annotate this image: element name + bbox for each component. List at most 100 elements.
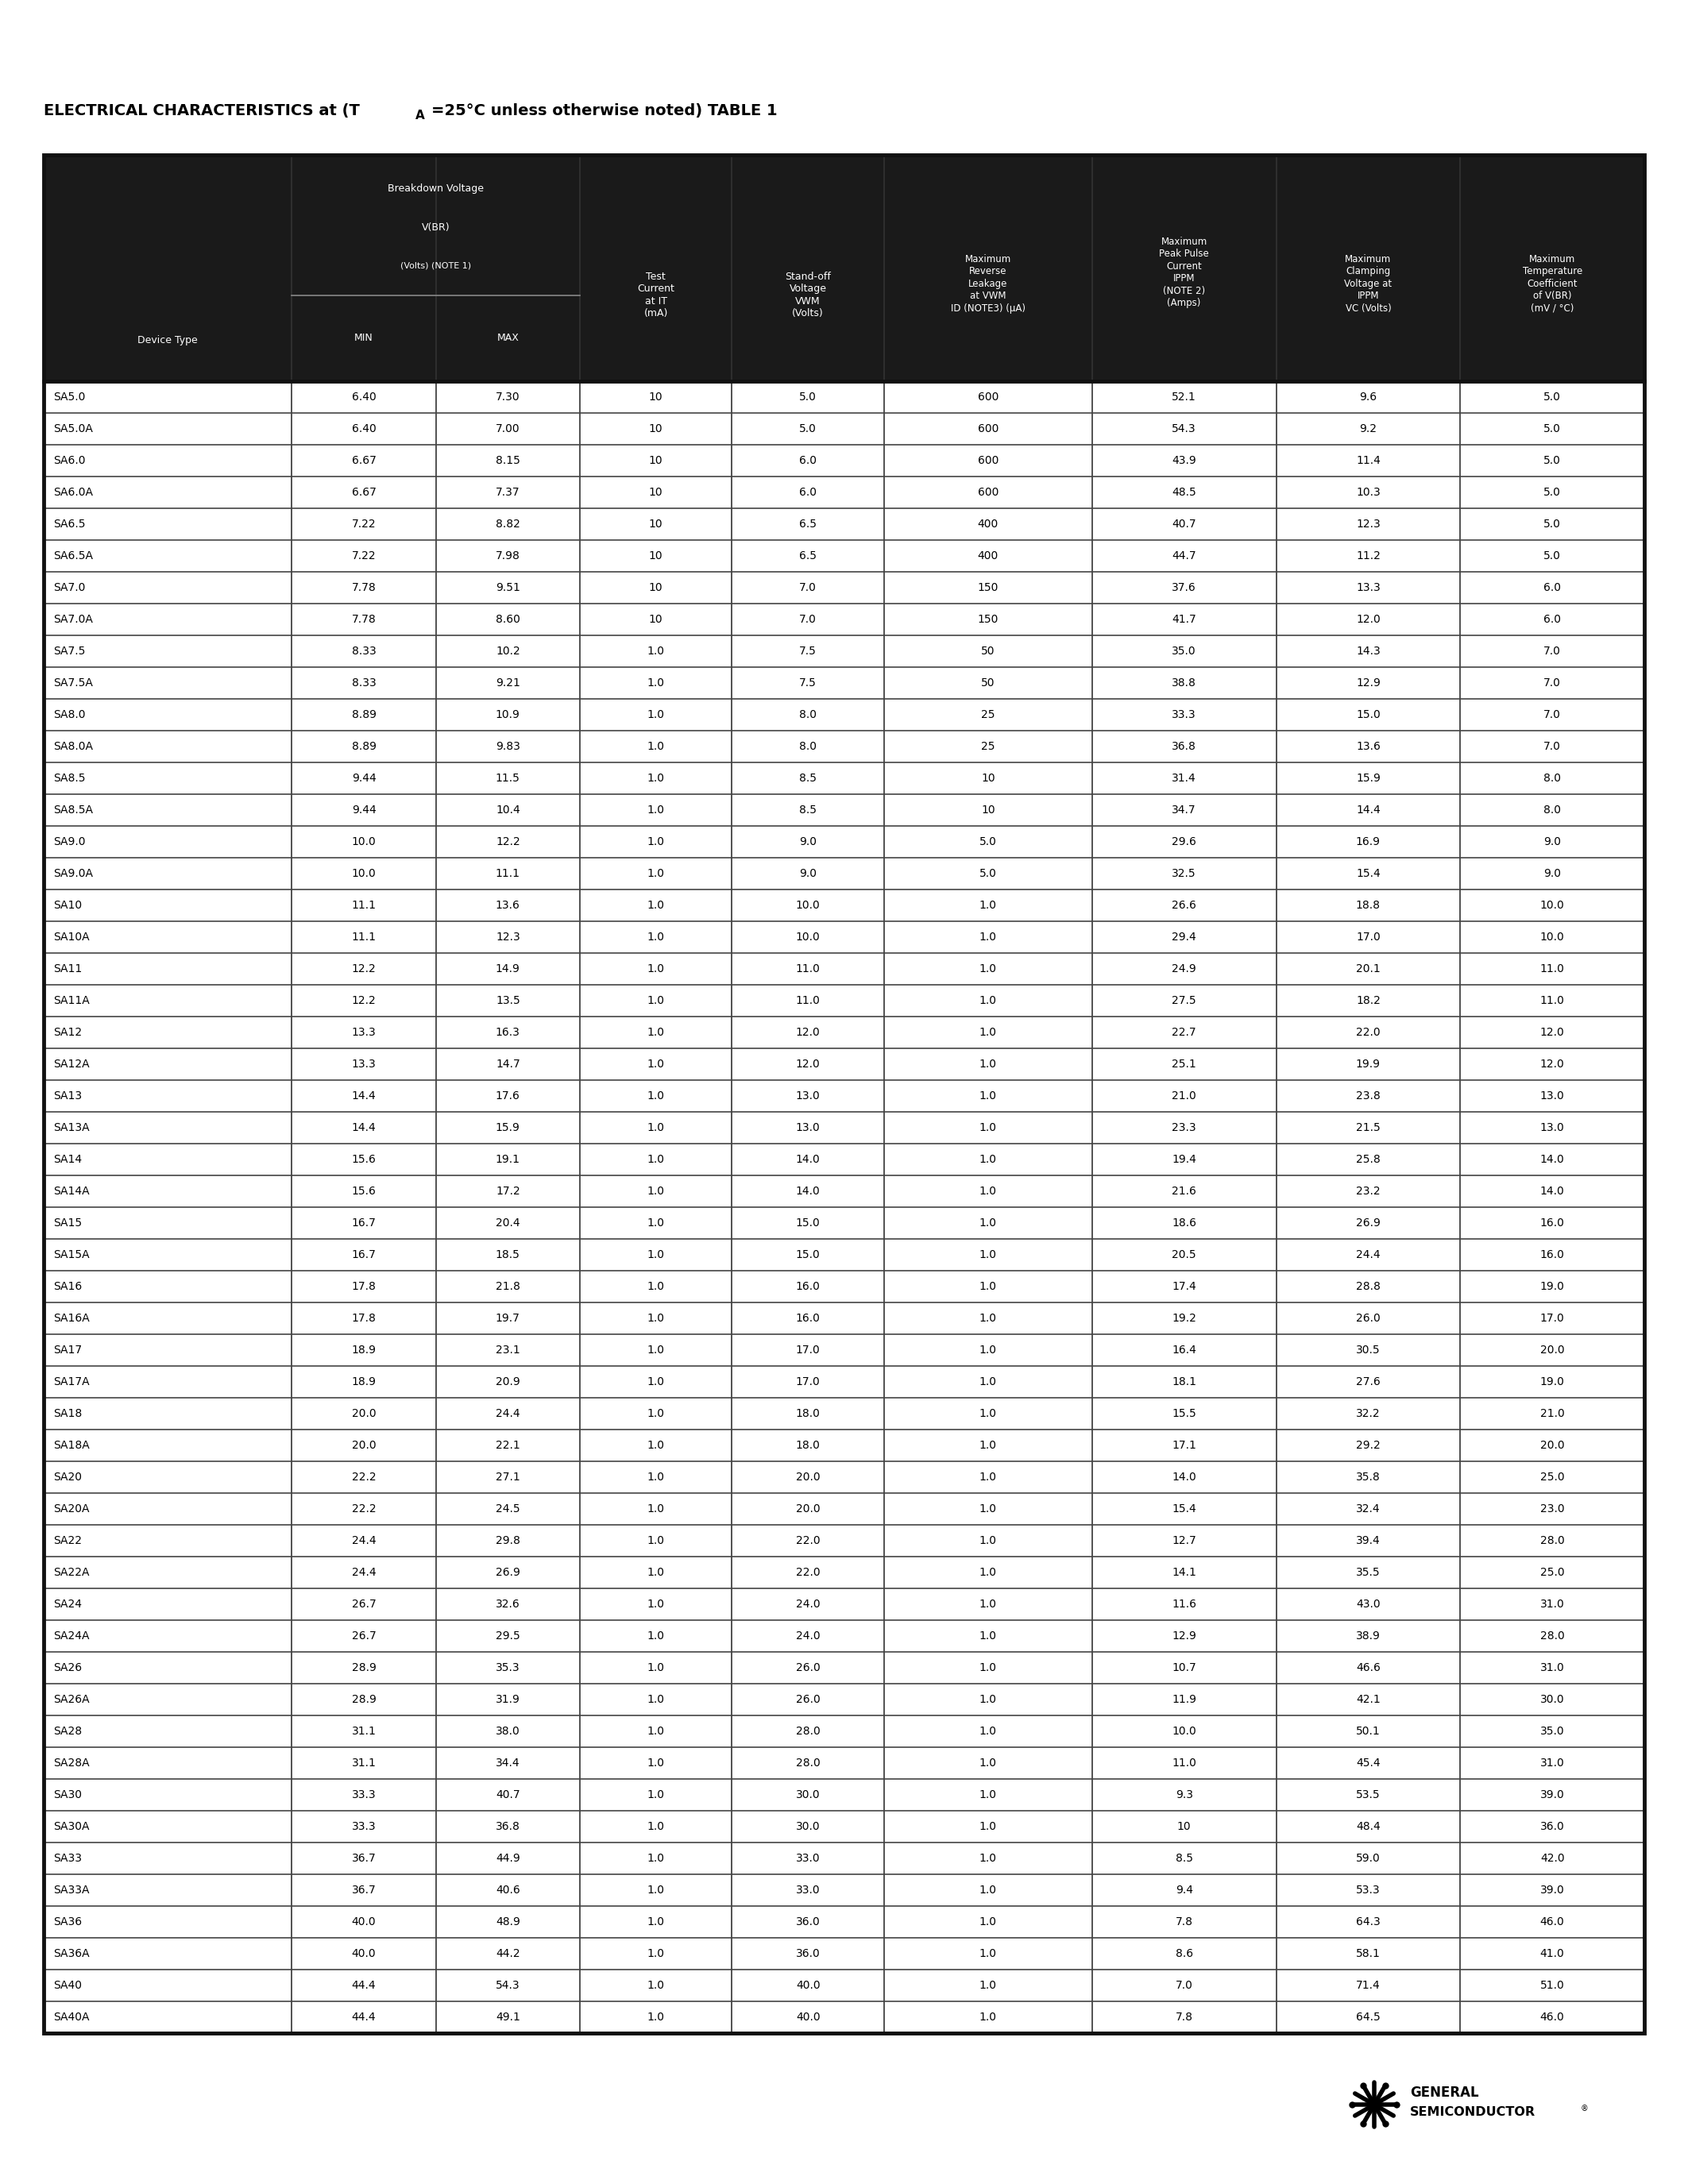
Text: 6.40: 6.40 <box>351 391 376 402</box>
Text: 28.9: 28.9 <box>351 1662 376 1673</box>
Text: 12.2: 12.2 <box>496 836 520 847</box>
Text: 1.0: 1.0 <box>979 1695 998 1706</box>
Text: ELECTRICAL CHARACTERISTICS at (T: ELECTRICAL CHARACTERISTICS at (T <box>44 103 360 118</box>
Text: 8.82: 8.82 <box>496 518 520 531</box>
Text: SA8.0A: SA8.0A <box>54 740 93 751</box>
Text: 1.0: 1.0 <box>647 1981 665 1992</box>
Text: 19.2: 19.2 <box>1171 1313 1197 1324</box>
Text: 12.0: 12.0 <box>1539 1026 1565 1037</box>
Text: 1.0: 1.0 <box>979 1313 998 1324</box>
Text: 14.4: 14.4 <box>351 1123 376 1133</box>
Text: 64.3: 64.3 <box>1355 1915 1381 1928</box>
Text: SA22: SA22 <box>54 1535 81 1546</box>
Text: 7.0: 7.0 <box>800 583 817 594</box>
Text: 23.2: 23.2 <box>1355 1186 1381 1197</box>
Text: 24.5: 24.5 <box>496 1503 520 1514</box>
Text: 31.0: 31.0 <box>1539 1662 1565 1673</box>
Text: 21.0: 21.0 <box>1171 1090 1197 1101</box>
Text: SA36A: SA36A <box>54 1948 89 1959</box>
Text: 11.1: 11.1 <box>496 867 520 880</box>
Text: 9.51: 9.51 <box>496 583 520 594</box>
Text: 12.7: 12.7 <box>1171 1535 1197 1546</box>
Text: 42.1: 42.1 <box>1355 1695 1381 1706</box>
Text: 17.0: 17.0 <box>795 1376 820 1387</box>
Text: 53.3: 53.3 <box>1355 1885 1381 1896</box>
Text: 64.5: 64.5 <box>1355 2011 1381 2022</box>
Text: SA6.0A: SA6.0A <box>54 487 93 498</box>
Text: 10.9: 10.9 <box>496 710 520 721</box>
Text: 8.5: 8.5 <box>1175 1852 1193 1863</box>
Text: 40.0: 40.0 <box>795 2011 820 2022</box>
Text: 1.0: 1.0 <box>647 836 665 847</box>
Text: SA20A: SA20A <box>54 1503 89 1514</box>
Text: 46.0: 46.0 <box>1539 1915 1565 1928</box>
Text: 8.89: 8.89 <box>351 740 376 751</box>
Text: 38.9: 38.9 <box>1355 1631 1381 1642</box>
Text: 10: 10 <box>1177 1821 1192 1832</box>
Text: 1.0: 1.0 <box>979 1789 998 1800</box>
Text: 46.0: 46.0 <box>1539 2011 1565 2022</box>
Text: 16.3: 16.3 <box>496 1026 520 1037</box>
Text: 16.0: 16.0 <box>1539 1249 1565 1260</box>
Text: 1.0: 1.0 <box>647 933 665 943</box>
Text: 29.2: 29.2 <box>1355 1439 1381 1450</box>
Text: 28.0: 28.0 <box>795 1758 820 1769</box>
Text: 1.0: 1.0 <box>647 1662 665 1673</box>
Text: SA18: SA18 <box>54 1409 83 1420</box>
Text: 600: 600 <box>977 424 999 435</box>
Text: 1.0: 1.0 <box>647 1789 665 1800</box>
Text: 22.2: 22.2 <box>351 1472 376 1483</box>
Text: 9.0: 9.0 <box>1543 867 1561 880</box>
Text: SA7.0A: SA7.0A <box>54 614 93 625</box>
Text: 15.4: 15.4 <box>1355 867 1381 880</box>
Text: 15.9: 15.9 <box>1355 773 1381 784</box>
Text: 22.0: 22.0 <box>1355 1026 1381 1037</box>
Text: 26.0: 26.0 <box>795 1662 820 1673</box>
Text: 17.2: 17.2 <box>496 1186 520 1197</box>
Text: 1.0: 1.0 <box>979 1981 998 1992</box>
Text: 35.3: 35.3 <box>496 1662 520 1673</box>
Text: 35.0: 35.0 <box>1539 1725 1565 1736</box>
Text: 43.0: 43.0 <box>1355 1599 1381 1610</box>
Text: 46.6: 46.6 <box>1355 1662 1381 1673</box>
Text: 1.0: 1.0 <box>647 1885 665 1896</box>
Text: 20.1: 20.1 <box>1355 963 1381 974</box>
Text: 10: 10 <box>648 518 663 531</box>
Text: 15.0: 15.0 <box>1355 710 1381 721</box>
Text: 22.1: 22.1 <box>496 1439 520 1450</box>
Text: 400: 400 <box>977 550 999 561</box>
Text: 24.4: 24.4 <box>351 1535 376 1546</box>
Text: SA33A: SA33A <box>54 1885 89 1896</box>
Text: 8.0: 8.0 <box>798 740 817 751</box>
Text: 1.0: 1.0 <box>979 933 998 943</box>
Text: SA10A: SA10A <box>54 933 89 943</box>
Text: 18.1: 18.1 <box>1171 1376 1197 1387</box>
Text: 10.7: 10.7 <box>1171 1662 1197 1673</box>
Text: 18.9: 18.9 <box>351 1345 376 1356</box>
Text: 16.9: 16.9 <box>1355 836 1381 847</box>
Text: 7.37: 7.37 <box>496 487 520 498</box>
Text: 14.0: 14.0 <box>795 1153 820 1164</box>
Text: 34.7: 34.7 <box>1171 804 1197 815</box>
Text: 1.0: 1.0 <box>647 646 665 657</box>
Text: 9.2: 9.2 <box>1359 424 1377 435</box>
Text: 7.00: 7.00 <box>496 424 520 435</box>
Text: 23.0: 23.0 <box>1539 1503 1565 1514</box>
Text: 5.0: 5.0 <box>1543 391 1561 402</box>
Text: 6.0: 6.0 <box>798 454 817 465</box>
Text: 26.9: 26.9 <box>1355 1216 1381 1230</box>
Text: 36.8: 36.8 <box>1171 740 1197 751</box>
Text: 150: 150 <box>977 583 999 594</box>
Text: 1.0: 1.0 <box>647 1535 665 1546</box>
Text: 1.0: 1.0 <box>979 1249 998 1260</box>
Text: 10: 10 <box>648 454 663 465</box>
Text: 33.3: 33.3 <box>351 1821 376 1832</box>
Text: 29.6: 29.6 <box>1171 836 1197 847</box>
Text: 28.0: 28.0 <box>795 1725 820 1736</box>
Text: 33.3: 33.3 <box>1171 710 1197 721</box>
Text: Breakdown Voltage: Breakdown Voltage <box>388 183 484 194</box>
Text: 20.5: 20.5 <box>1171 1249 1197 1260</box>
Text: 12.0: 12.0 <box>795 1059 820 1070</box>
Text: =25°C unless otherwise noted) TABLE 1: =25°C unless otherwise noted) TABLE 1 <box>432 103 778 118</box>
Text: 19.9: 19.9 <box>1355 1059 1381 1070</box>
